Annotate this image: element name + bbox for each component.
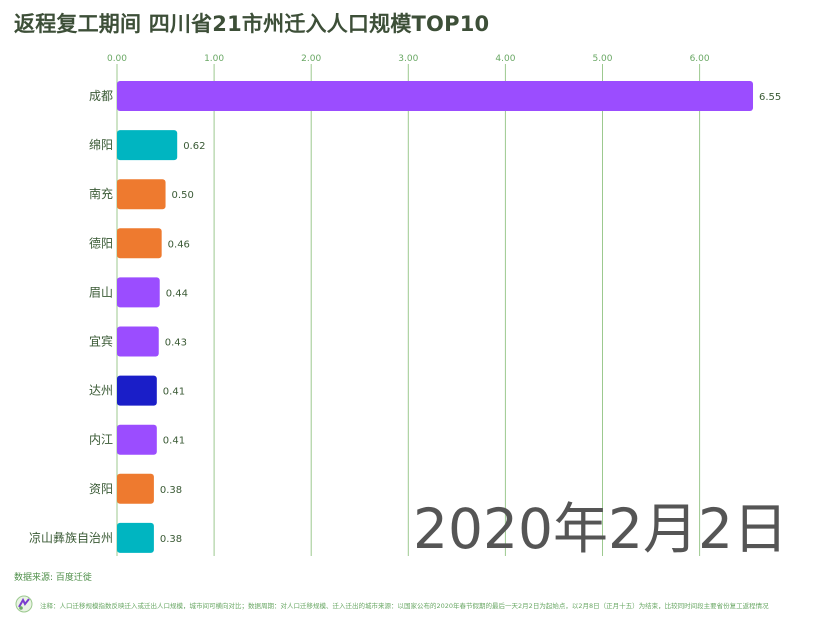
value-label: 0.44 xyxy=(166,288,188,299)
category-label: 绵阳 xyxy=(89,138,113,152)
value-label: 0.38 xyxy=(160,485,182,496)
bar xyxy=(117,179,166,210)
value-label: 0.43 xyxy=(165,338,187,349)
x-tick-label: 1.00 xyxy=(204,54,224,64)
bar xyxy=(117,277,160,308)
value-label: 0.41 xyxy=(163,387,185,398)
category-label: 内江 xyxy=(89,433,113,447)
logo-icon xyxy=(15,595,33,613)
footnote: 注释：人口迁移规模指数反映迁入或迁出人口规模，城市间可横向对比；数据周期：对人口… xyxy=(40,602,769,610)
bar xyxy=(117,130,178,161)
value-label: 0.38 xyxy=(160,534,182,545)
bar xyxy=(117,228,162,259)
x-tick-label: 2.00 xyxy=(301,54,321,64)
category-label: 成都 xyxy=(89,89,113,103)
date-label: 2020年2月2日 xyxy=(413,497,788,561)
x-tick-label: 3.00 xyxy=(398,54,418,64)
x-tick-label: 0.00 xyxy=(107,54,127,64)
value-label: 0.50 xyxy=(172,190,194,201)
chart-title: 返程复工期间 四川省21市州迁入人口规模TOP10 xyxy=(14,12,490,36)
category-label: 达州 xyxy=(89,384,113,398)
x-tick-label: 6.00 xyxy=(690,54,710,64)
value-label: 0.46 xyxy=(168,239,190,250)
x-tick-label: 4.00 xyxy=(495,54,515,64)
bar xyxy=(117,473,154,504)
category-label: 凉山彝族自治州 xyxy=(29,530,113,545)
category-label: 南充 xyxy=(89,186,113,201)
category-label: 宜宾 xyxy=(89,334,113,349)
bar xyxy=(117,326,159,357)
value-label: 0.62 xyxy=(183,141,205,152)
data-source: 数据来源: 百度迁徙 xyxy=(14,573,92,583)
bar xyxy=(117,375,157,406)
bar xyxy=(117,522,154,553)
bar xyxy=(117,424,157,455)
bar xyxy=(117,81,754,111)
x-tick-label: 5.00 xyxy=(592,54,612,64)
category-label: 眉山 xyxy=(89,285,113,299)
value-label: 6.55 xyxy=(759,92,781,103)
category-label: 德阳 xyxy=(89,235,113,250)
category-label: 资阳 xyxy=(89,482,113,496)
value-label: 0.41 xyxy=(163,436,185,447)
